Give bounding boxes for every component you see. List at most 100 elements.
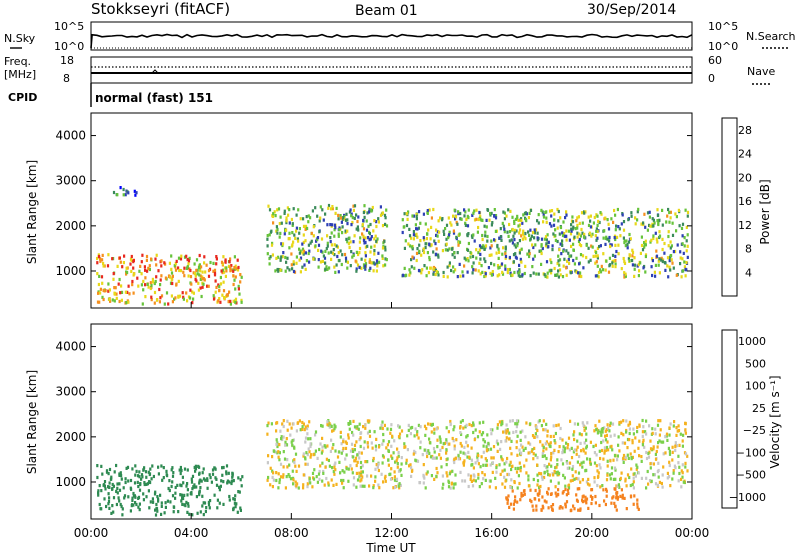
velocity-cell bbox=[529, 488, 532, 492]
power-cell bbox=[187, 262, 190, 266]
velocity-cell bbox=[387, 449, 390, 453]
power-cell bbox=[500, 262, 504, 266]
power-cell bbox=[605, 259, 608, 263]
velocity-cell bbox=[681, 444, 684, 448]
power-cell bbox=[544, 274, 547, 278]
power-cell bbox=[287, 213, 290, 217]
power-cell bbox=[533, 228, 536, 232]
power-cell bbox=[600, 264, 603, 268]
velocity-cell bbox=[191, 474, 195, 478]
power-cell bbox=[451, 253, 454, 257]
power-cell bbox=[314, 244, 317, 248]
velocity-cell bbox=[306, 427, 309, 431]
power-cell bbox=[446, 265, 449, 269]
power-cell bbox=[501, 270, 504, 274]
velocity-cell bbox=[321, 479, 324, 483]
velocity-cell bbox=[180, 493, 183, 497]
power-cell bbox=[175, 282, 178, 286]
velocity-cell bbox=[496, 439, 499, 443]
velocity-cell bbox=[624, 477, 627, 481]
velocity-cell bbox=[198, 472, 201, 476]
power-cell bbox=[99, 287, 102, 291]
velocity-cell bbox=[441, 474, 444, 478]
velocity-cell bbox=[399, 468, 402, 472]
velocity-cell bbox=[186, 510, 189, 514]
velocity-cell bbox=[625, 484, 628, 488]
power-cell bbox=[113, 299, 116, 303]
velocity-cell bbox=[474, 479, 477, 483]
velocity-cell bbox=[508, 437, 511, 441]
velocity-cell bbox=[426, 470, 429, 474]
power-cell bbox=[509, 209, 512, 213]
velocity-cell bbox=[563, 476, 566, 480]
power-cell bbox=[357, 215, 360, 219]
velocity-cell bbox=[586, 482, 590, 486]
power-cell bbox=[132, 266, 135, 270]
power-cell bbox=[285, 219, 288, 223]
power-cell bbox=[155, 275, 158, 279]
power-cell bbox=[148, 264, 151, 268]
velocity-cell bbox=[342, 478, 345, 483]
velocity-cell bbox=[668, 460, 671, 464]
power-cell bbox=[622, 256, 625, 261]
power-cell bbox=[480, 264, 483, 268]
velocity-cell bbox=[556, 463, 559, 467]
velocity-cell bbox=[186, 482, 189, 486]
power-cell bbox=[623, 275, 626, 279]
power-cell bbox=[435, 270, 438, 274]
power-cell bbox=[513, 243, 516, 247]
power-cell bbox=[232, 274, 235, 278]
power-cell bbox=[471, 254, 475, 259]
power-cell bbox=[490, 253, 493, 257]
velocity-cell bbox=[274, 450, 277, 454]
power-cell bbox=[640, 222, 643, 226]
velocity-cell bbox=[568, 466, 571, 470]
velocity-cell bbox=[572, 433, 575, 437]
power-cell bbox=[520, 218, 523, 223]
power-cell bbox=[117, 282, 120, 286]
velocity-ytick-label: 2000 bbox=[55, 430, 86, 444]
velocity-cell bbox=[459, 431, 462, 435]
power-cell bbox=[143, 265, 146, 269]
velocity-cell bbox=[322, 471, 325, 475]
power-cell bbox=[463, 256, 466, 260]
power-cell bbox=[99, 257, 102, 261]
velocity-cell bbox=[425, 472, 428, 476]
velocity-cell bbox=[449, 422, 452, 426]
power-cell bbox=[661, 237, 664, 241]
power-cell bbox=[240, 300, 243, 304]
power-cell bbox=[213, 273, 217, 277]
power-cell bbox=[238, 292, 241, 296]
power-cell bbox=[150, 257, 153, 261]
power-cell bbox=[140, 260, 143, 264]
velocity-cell bbox=[426, 454, 429, 459]
velocity-cell bbox=[684, 428, 687, 432]
power-cell bbox=[330, 243, 333, 247]
velocity-cell bbox=[516, 486, 519, 490]
velocity-cell bbox=[404, 445, 407, 449]
velocity-cell bbox=[657, 419, 660, 423]
power-cell bbox=[234, 287, 237, 291]
velocity-cell bbox=[523, 464, 526, 468]
power-cell bbox=[346, 218, 349, 222]
velocity-cell bbox=[459, 425, 462, 429]
power-cell bbox=[350, 250, 353, 254]
power-cell bbox=[407, 242, 410, 246]
velocity-cell bbox=[183, 467, 187, 471]
power-cell bbox=[422, 212, 425, 216]
power-cell bbox=[681, 257, 684, 261]
power-cell bbox=[108, 288, 111, 292]
power-cell bbox=[536, 236, 539, 240]
velocity-cell bbox=[564, 505, 567, 509]
velocity-cell bbox=[583, 428, 586, 432]
power-cell bbox=[446, 275, 449, 279]
velocity-cell bbox=[149, 467, 152, 471]
velocity-cell bbox=[429, 455, 433, 459]
velocity-cell bbox=[489, 479, 492, 483]
power-cell bbox=[453, 208, 456, 212]
power-cell bbox=[373, 219, 376, 223]
power-cell bbox=[674, 249, 677, 254]
velocity-cell bbox=[508, 463, 511, 467]
power-cell bbox=[375, 220, 378, 224]
velocity-cell bbox=[370, 441, 373, 445]
